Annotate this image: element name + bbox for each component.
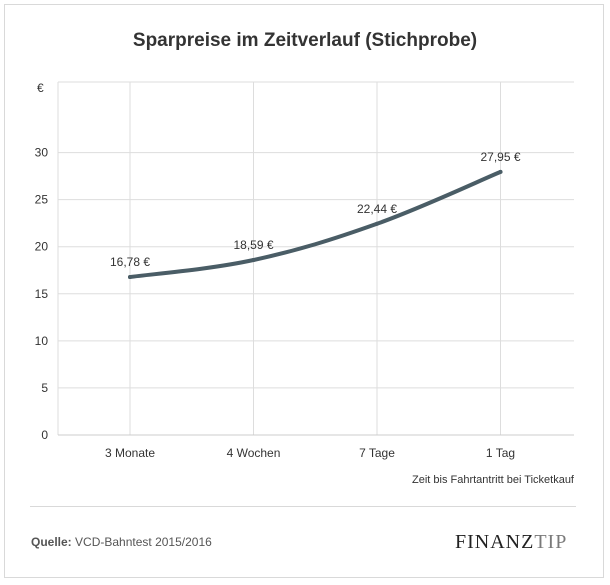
- data-point: [128, 275, 132, 280]
- logo-accent: TIP: [534, 531, 568, 553]
- data-point: [375, 221, 379, 226]
- data-point: [498, 169, 503, 174]
- y-axis-unit: €: [37, 81, 44, 95]
- x-tick-label: 1 Tag: [486, 446, 515, 460]
- finanztip-logo: FINANZTIP: [455, 531, 567, 554]
- x-tick-label: 7 Tage: [359, 446, 395, 460]
- logo-main: FINANZ: [455, 531, 535, 553]
- chart-frame: [4, 4, 604, 578]
- data-label: 16,78 €: [110, 255, 150, 269]
- y-tick-label: 25: [35, 193, 49, 207]
- data-label: 22,44 €: [357, 202, 397, 216]
- chart-title: Sparpreise im Zeitverlauf (Stichprobe): [132, 30, 478, 51]
- y-tick-label: 20: [35, 240, 49, 254]
- y-tick-label: 0: [41, 428, 48, 442]
- y-tick-label: 30: [35, 146, 49, 160]
- data-label: 27,95 €: [480, 150, 520, 164]
- x-tick-label: 4 Wochen: [227, 446, 281, 460]
- source-label: Quelle:: [31, 535, 72, 549]
- x-axis-title: Zeit bis Fahrtantritt bei Ticketkauf: [412, 474, 575, 486]
- data-point: [251, 258, 256, 263]
- data-label: 18,59 €: [233, 238, 273, 252]
- x-tick-label: 3 Monate: [105, 446, 155, 460]
- series-line: [128, 169, 503, 280]
- y-tick-label: 10: [35, 334, 49, 348]
- footer-divider: [30, 506, 576, 507]
- line-chart: 0 5 10 15 20 25 30 €3 Monate 4 Wochen 7 Tage 1 Tag…: [35, 81, 575, 486]
- y-tick-label: 5: [41, 381, 48, 395]
- source-note: Quelle: VCD-Bahntest 2015/2016: [31, 535, 212, 549]
- source-text: VCD-Bahntest 2015/2016: [75, 535, 212, 549]
- y-tick-label: 15: [35, 287, 49, 301]
